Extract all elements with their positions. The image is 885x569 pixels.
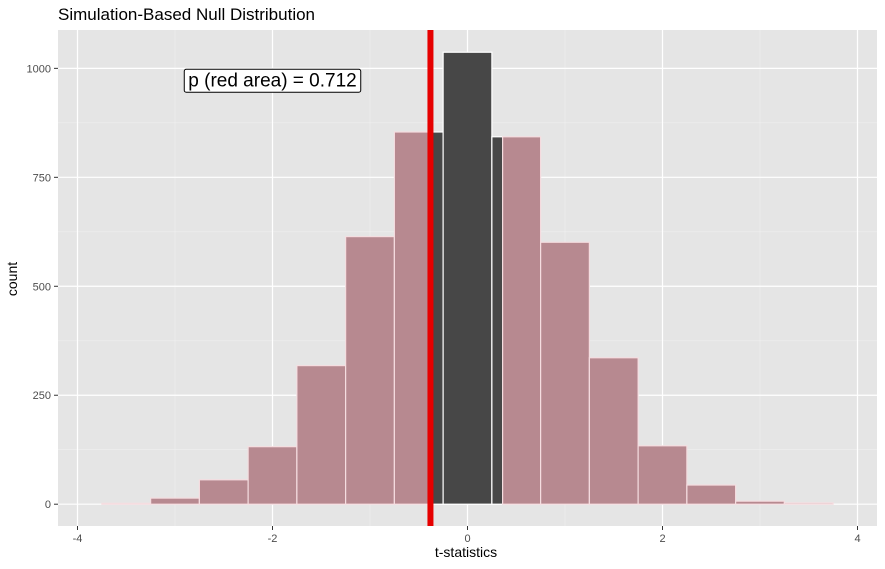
histogram-bar-shaded [783,502,834,505]
histogram-bar-shaded [637,445,688,505]
y-axis-title: count [4,262,20,296]
histogram-bar-shaded [502,136,542,505]
y-tick-label: 0 [45,499,51,511]
histogram-bar-shaded [296,365,347,505]
histogram-bar-shaded [588,357,639,505]
chart-title: Simulation-Based Null Distribution [58,5,315,24]
histogram-bar-shaded [247,446,298,505]
histogram-bar [442,51,493,505]
y-tick-label: 750 [33,172,51,184]
histogram-bar-shaded [393,131,434,505]
p-value-annotation: p (red area) = 0.712 [183,68,362,93]
p-value-label-box [183,68,362,93]
x-tick-label: -2 [268,533,278,545]
histogram-bar [431,131,444,505]
y-tick-label: 500 [33,281,51,293]
x-tick-label: 4 [854,533,860,545]
x-tick-label: 0 [464,533,470,545]
histogram-bar-shaded [686,484,737,505]
y-tick-label: 250 [33,390,51,402]
histogram-bar-shaded [150,497,200,505]
histogram-bars [101,51,834,505]
x-tick-label: -4 [73,533,83,545]
histogram-bar-shaded [101,502,152,505]
p-value-label: p (red area) = 0.712 [188,70,356,91]
histogram-bar-shaded [540,241,590,505]
histogram-bar-shaded [735,500,785,505]
histogram-bar-shaded [345,235,395,505]
histogram-bar [491,136,504,505]
x-tick-label: 2 [659,533,665,545]
x-axis: -4 -2 0 2 4 [73,526,861,545]
y-axis: 0 250 500 750 1000 [27,63,58,511]
x-axis-title: t-statistics [435,544,497,560]
y-tick-label: 1000 [27,63,51,75]
histogram-bar-shaded [198,479,249,505]
